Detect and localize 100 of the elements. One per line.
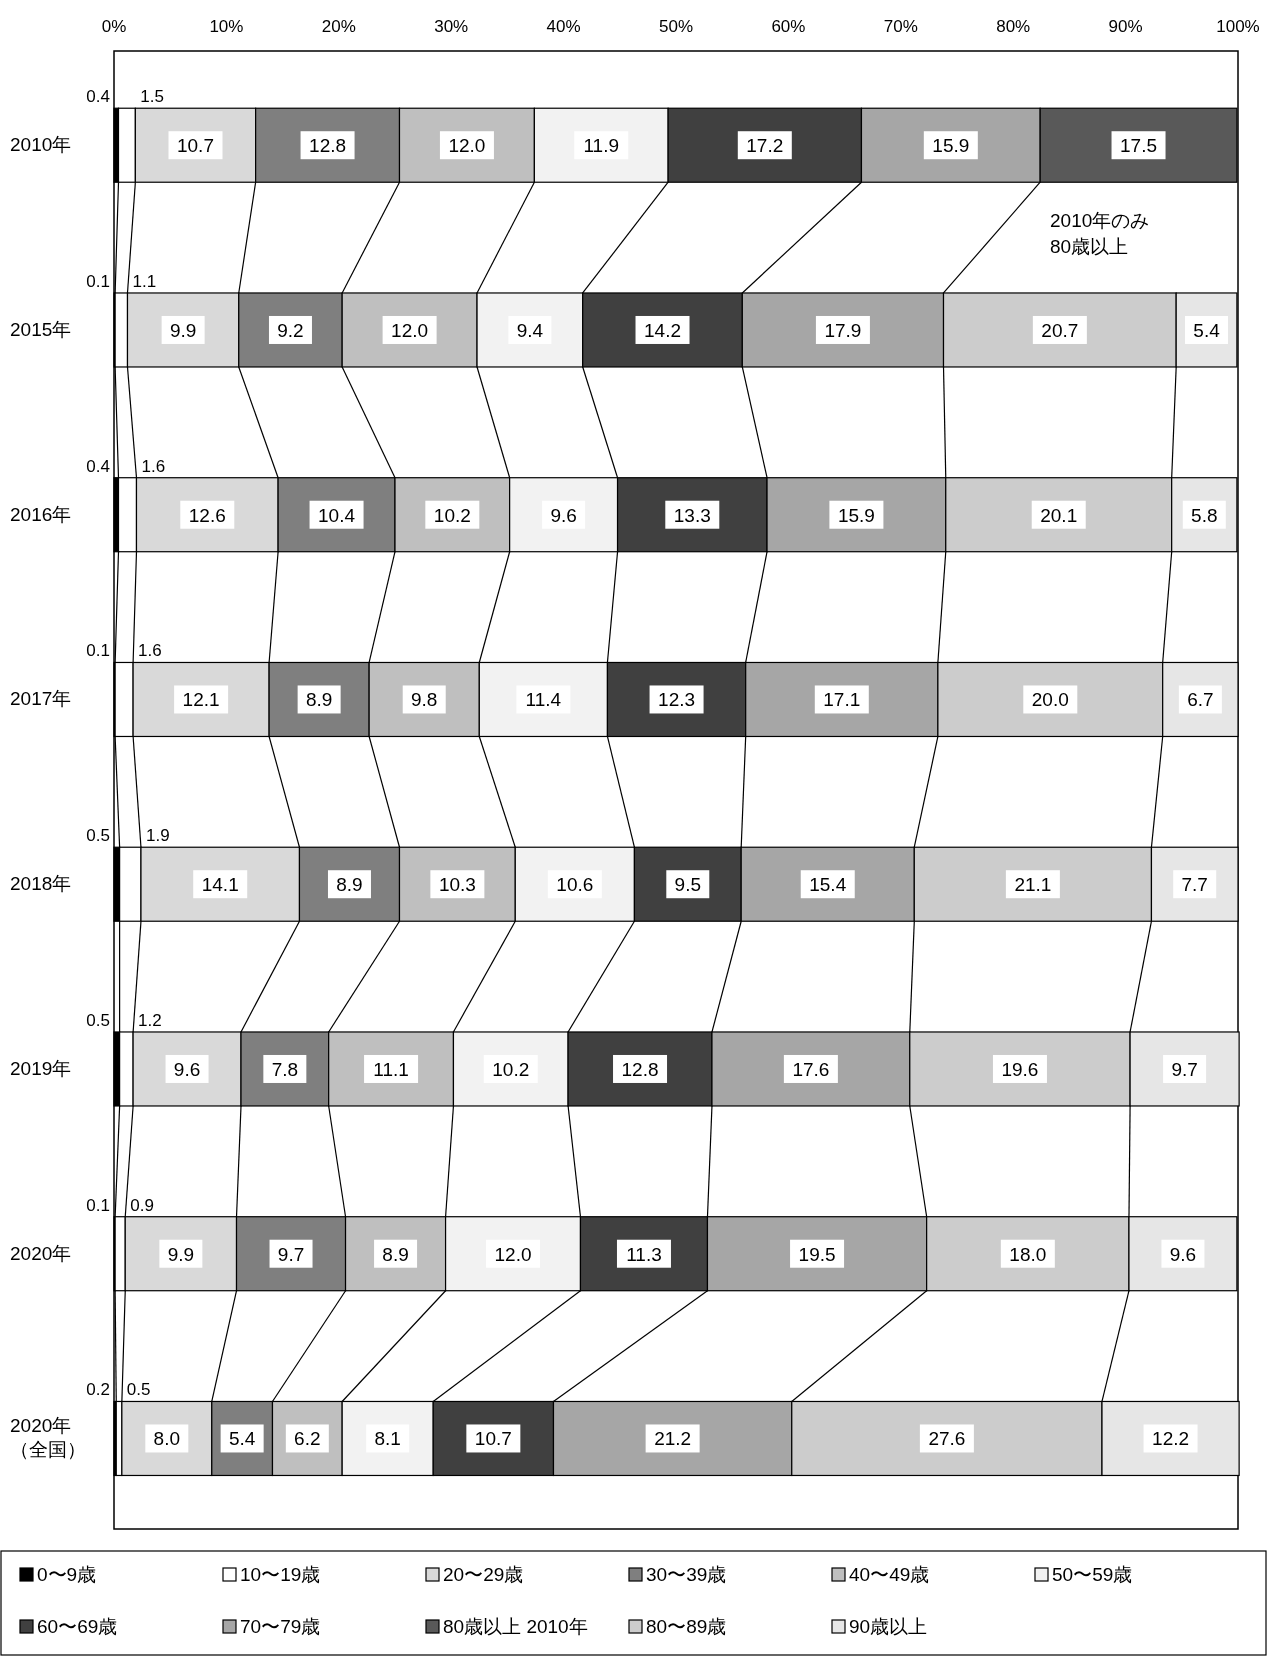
data-label: 9.8 (411, 689, 438, 711)
data-label: 5.4 (228, 1428, 256, 1450)
data-label: 1.6 (138, 641, 162, 661)
legend-label: 30〜39歳 (646, 1564, 727, 1585)
data-label: 6.2 (294, 1428, 321, 1450)
data-label: 17.6 (792, 1058, 830, 1080)
legend-label: 0〜9歳 (37, 1564, 97, 1585)
data-label: 12.3 (658, 689, 696, 711)
x-tick-label: 40% (546, 17, 581, 36)
data-label: 20.1 (1040, 504, 1078, 526)
x-tick-label: 90% (1108, 17, 1143, 36)
data-label: 5.8 (1191, 504, 1218, 526)
data-label: 10.7 (177, 135, 214, 157)
data-label: 12.0 (448, 135, 486, 157)
data-label: 9.7 (277, 1243, 305, 1265)
y-tick-label: 2020年（全国） (10, 1414, 87, 1463)
data-label: 0.5 (86, 826, 110, 846)
data-label: 10.4 (318, 504, 356, 526)
data-label: 9.7 (1171, 1058, 1198, 1080)
data-label: 10.6 (556, 874, 594, 896)
data-label: 15.9 (932, 135, 970, 157)
legend-label: 80歳以上 2010年 (443, 1616, 588, 1637)
data-label: 10.7 (474, 1428, 512, 1450)
data-label: 9.2 (277, 319, 304, 341)
legend-label: 80〜89歳 (646, 1616, 727, 1637)
data-label: 0.5 (126, 1380, 151, 1400)
x-tick-label: 70% (883, 17, 918, 36)
data-label: 7.7 (1181, 874, 1208, 896)
data-label: 0.1 (86, 1195, 110, 1215)
data-label: 8.1 (374, 1428, 401, 1450)
legend-label: 60〜69歳 (37, 1616, 118, 1637)
data-label: 6.7 (1187, 689, 1214, 711)
data-label: 17.9 (824, 319, 862, 341)
data-label: 17.1 (823, 689, 861, 711)
data-label: 8.9 (336, 874, 363, 896)
x-tick-label: 100% (1216, 17, 1260, 36)
legend-label: 20〜29歳 (443, 1564, 524, 1585)
data-label: 15.9 (837, 504, 875, 526)
x-tick-label: 20% (321, 17, 356, 36)
data-label: 10.3 (438, 874, 476, 896)
data-label: 21.1 (1014, 874, 1052, 896)
data-label: 8.9 (305, 689, 333, 711)
data-label: 1.5 (140, 87, 164, 107)
x-tick-label: 80% (996, 17, 1031, 36)
data-label: 19.6 (1001, 1058, 1039, 1080)
data-label: 0.2 (86, 1380, 110, 1400)
data-label: 9.4 (516, 319, 544, 341)
data-label: 12.8 (621, 1058, 659, 1080)
legend-label: 40〜49歳 (849, 1564, 930, 1585)
data-label: 12.1 (182, 689, 220, 711)
legend-label: 90歳以上 (849, 1616, 928, 1637)
data-label: 11.4 (525, 689, 562, 711)
y-tick-label: 2019年 (10, 1056, 73, 1081)
data-label: 0.1 (86, 641, 110, 661)
data-label: 0.4 (86, 87, 110, 107)
legend-label: 50〜59歳 (1052, 1564, 1133, 1585)
data-label: 9.9 (169, 319, 197, 341)
y-tick-label: 2015年 (10, 317, 73, 342)
data-label: 21.2 (654, 1428, 692, 1450)
data-label: 11.1 (373, 1058, 409, 1080)
data-label: 10.2 (492, 1058, 530, 1080)
y-tick-label: 2018年 (10, 872, 73, 897)
data-label: 0.4 (86, 456, 110, 476)
data-label: 18.0 (1009, 1243, 1047, 1265)
annotation: 2010年のみ 80歳以上 (1050, 209, 1151, 259)
data-label: 17.2 (746, 135, 784, 157)
x-tick-label: 60% (771, 17, 806, 36)
data-label: 13.3 (673, 504, 711, 526)
y-tick-label: 2016年 (10, 502, 73, 527)
x-tick-label: 0% (101, 17, 127, 36)
data-label: 8.9 (382, 1243, 409, 1265)
y-tick-label: 2020年 (10, 1241, 73, 1266)
data-label: 1.1 (132, 271, 157, 291)
data-label: 19.5 (798, 1243, 836, 1265)
legend-label: 10〜19歳 (240, 1564, 321, 1585)
y-tick-label: 2017年 (10, 687, 73, 712)
data-label: 1.9 (145, 826, 170, 846)
y-tick-label: 2010年 (10, 133, 73, 158)
data-label: 12.2 (1152, 1428, 1190, 1450)
data-label: 15.4 (809, 874, 847, 896)
data-label: 0.9 (130, 1195, 154, 1215)
data-label: 14.2 (644, 319, 681, 341)
data-label: 5.4 (1193, 319, 1221, 341)
data-label: 12.0 (391, 319, 429, 341)
data-label: 9.6 (1169, 1243, 1197, 1265)
data-label: 0.1 (86, 271, 110, 291)
data-label: 0.5 (86, 1010, 110, 1030)
x-tick-label: 10% (209, 17, 244, 36)
data-label: 12.6 (188, 504, 226, 526)
data-label: 1.6 (141, 456, 166, 476)
data-label: 9.6 (550, 504, 577, 526)
data-label: 8.0 (153, 1428, 181, 1450)
data-label: 17.5 (1120, 135, 1158, 157)
legend-label: 70〜79歳 (240, 1616, 321, 1637)
data-label: 14.1 (201, 874, 239, 896)
data-label: 10.2 (433, 504, 471, 526)
data-label: 7.8 (271, 1058, 299, 1080)
data-label: 12.0 (494, 1243, 532, 1265)
data-label: 12.8 (309, 135, 347, 157)
data-label: 1.2 (138, 1010, 162, 1030)
